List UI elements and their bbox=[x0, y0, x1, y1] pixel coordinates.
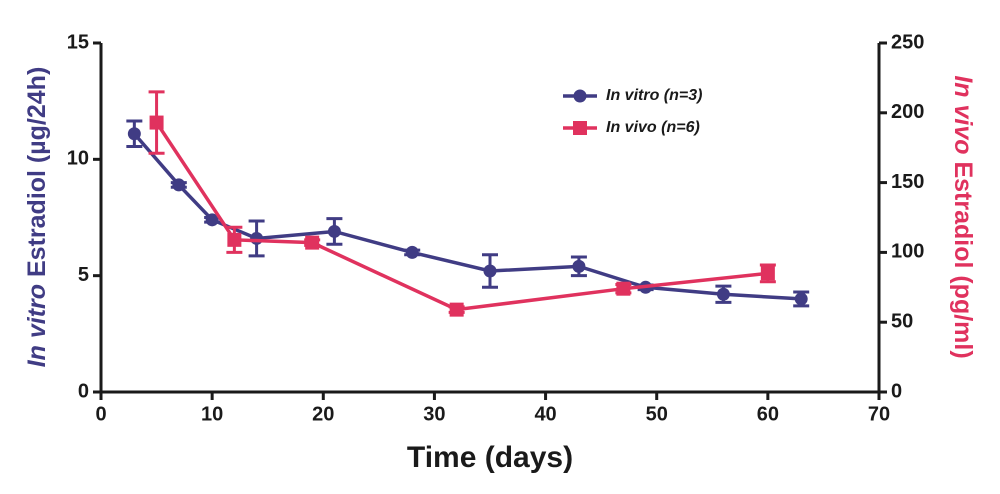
series-line bbox=[133, 132, 802, 301]
x-tick-label: 50 bbox=[646, 403, 668, 425]
y-tick-label: 0 bbox=[78, 380, 89, 402]
marker bbox=[573, 89, 587, 103]
marker bbox=[127, 127, 141, 141]
marker bbox=[483, 264, 497, 278]
x-tick-label: 30 bbox=[423, 403, 445, 425]
marker bbox=[227, 232, 242, 247]
marker bbox=[205, 213, 219, 227]
x-axis-label: Time (days) bbox=[407, 441, 573, 474]
marker bbox=[794, 292, 808, 306]
y-tick-label: 5 bbox=[78, 264, 89, 286]
y-axis-label-part: Estradiol (µg/24h) bbox=[23, 67, 51, 284]
x-tick-label: 0 bbox=[95, 403, 106, 425]
marker bbox=[327, 224, 341, 238]
y2-axis-label-part: In vivo bbox=[949, 75, 977, 154]
marker bbox=[573, 121, 587, 135]
marker bbox=[716, 287, 730, 301]
y2-axis-label-part: Estradiol (pg/ml) bbox=[949, 155, 977, 359]
marker bbox=[405, 245, 419, 259]
x-tick-label: 40 bbox=[534, 403, 556, 425]
marker bbox=[305, 235, 320, 250]
x-tick-label: 10 bbox=[201, 403, 223, 425]
y2-tick-label: 100 bbox=[891, 241, 924, 263]
marker bbox=[572, 259, 586, 273]
y2-tick-label: 250 bbox=[891, 31, 924, 53]
marker bbox=[149, 115, 164, 130]
marker bbox=[616, 281, 631, 296]
marker bbox=[760, 266, 775, 281]
y-tick-label: 10 bbox=[67, 148, 89, 170]
x-tick-label: 60 bbox=[757, 403, 779, 425]
x-tick-label: 70 bbox=[868, 403, 890, 425]
y-axis-label: In vitro Estradiol (µg/24h) bbox=[23, 67, 51, 368]
legend-label: In vivo (n=6) bbox=[606, 119, 700, 136]
y2-tick-label: 50 bbox=[891, 310, 913, 332]
y2-axis-label: In vivo Estradiol (pg/ml) bbox=[949, 75, 977, 358]
marker bbox=[449, 302, 464, 317]
legend-label: In vitro (n=3) bbox=[606, 87, 702, 104]
y-tick-label: 15 bbox=[67, 31, 89, 53]
x-tick-label: 20 bbox=[312, 403, 334, 425]
y-axis-label-part: In vitro bbox=[23, 284, 51, 367]
y2-tick-label: 200 bbox=[891, 101, 924, 123]
marker bbox=[250, 231, 264, 245]
series-line bbox=[155, 121, 769, 312]
y2-tick-label: 150 bbox=[891, 171, 924, 193]
marker bbox=[172, 178, 186, 192]
y2-tick-label: 0 bbox=[891, 380, 902, 402]
